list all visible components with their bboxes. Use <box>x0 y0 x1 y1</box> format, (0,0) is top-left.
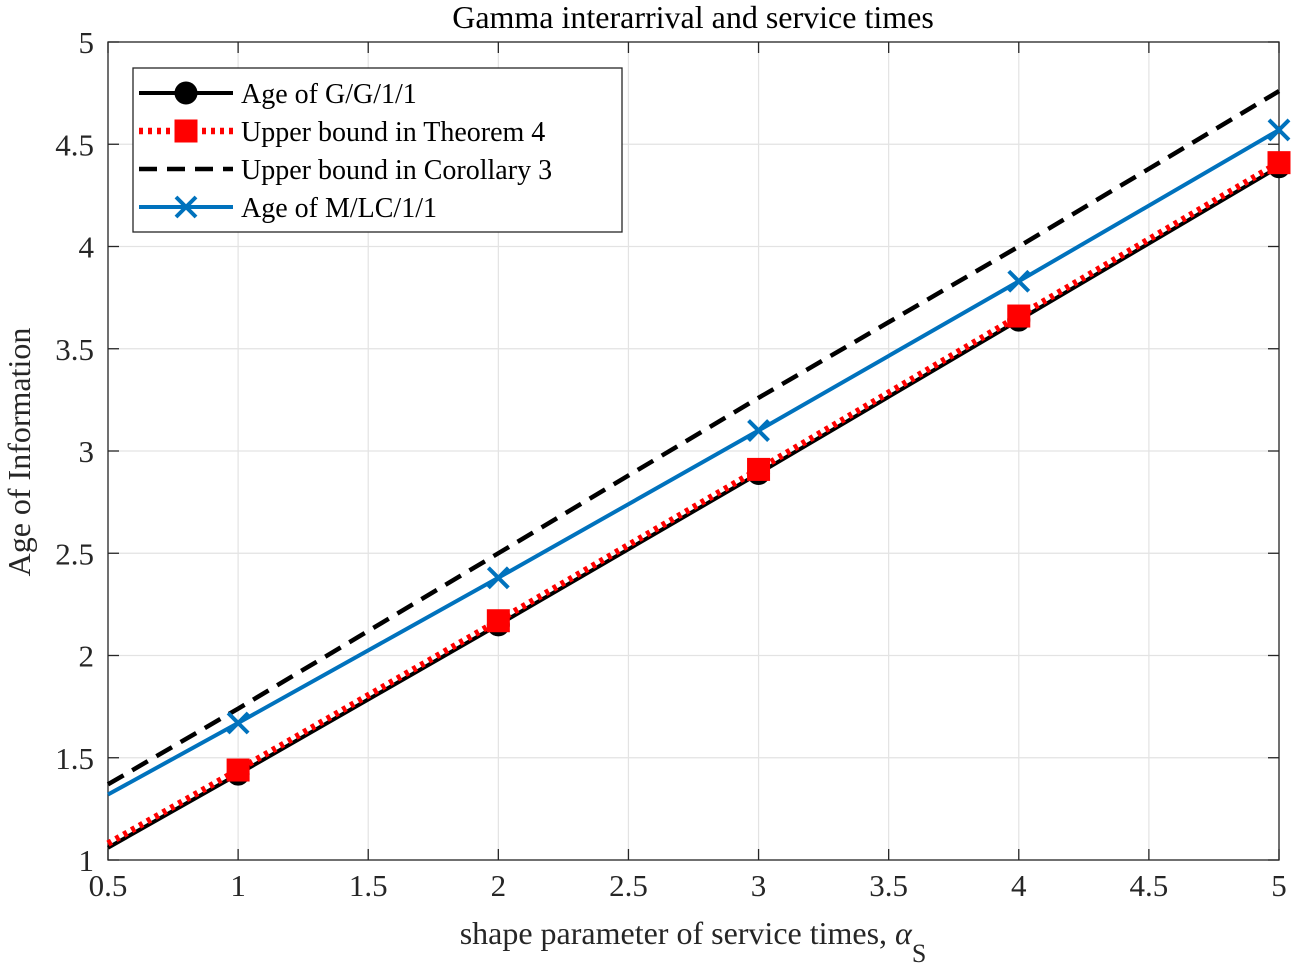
legend-label: Upper bound in Corollary 3 <box>241 155 552 186</box>
legend-label: Age of M/LC/1/1 <box>241 193 437 224</box>
data-point-stroke <box>747 419 770 442</box>
legend: Age of G/G/1/1 Upper bound in Theorem 4 Up… <box>132 67 623 233</box>
legend-entry: Upper bound in Corollary 3 <box>139 155 552 186</box>
x-axis-label-subscript: S <box>912 939 926 968</box>
legend-label: Age of G/G/1/1 <box>241 79 417 110</box>
y-tick-label: 1 <box>79 843 95 878</box>
y-tick-label: 4.5 <box>55 127 94 162</box>
chart-title: Gamma interarrival and service times <box>452 0 934 35</box>
data-point-stroke <box>1007 269 1031 293</box>
data-point <box>747 419 770 442</box>
x-tick-label: 4.5 <box>1130 868 1169 903</box>
data-point <box>226 758 250 782</box>
legend-swatch-marker <box>174 195 198 219</box>
legend-entry: Upper bound in Theorem 4 <box>139 117 545 148</box>
data-point <box>486 566 510 590</box>
data-point <box>226 711 250 735</box>
x-tick-label: 2 <box>491 868 507 903</box>
x-tick-label: 4 <box>1011 868 1027 903</box>
series-line <box>107 128 1281 797</box>
series-1 <box>106 151 1291 847</box>
x-axis-label: shape parameter of service times, αS <box>460 915 927 968</box>
x-tick-label: 5 <box>1271 868 1287 903</box>
x-axis-label-symbol: α <box>895 915 913 951</box>
y-tick-label: 3 <box>79 434 95 469</box>
data-point <box>1007 304 1031 328</box>
series-2 <box>106 89 1281 787</box>
data-point-stroke <box>226 711 250 735</box>
series-layer <box>106 89 1291 850</box>
data-point <box>1267 151 1291 175</box>
legend-swatch-marker-stroke <box>174 195 198 219</box>
y-tick-label: 1.5 <box>55 741 94 776</box>
series-line <box>106 89 1281 787</box>
data-point <box>486 609 510 633</box>
y-tick-label: 3.5 <box>55 332 94 367</box>
x-tick-label: 2.5 <box>609 868 648 903</box>
legend-swatch-marker <box>174 119 198 143</box>
legend-entry: Age of G/G/1/1 <box>139 79 417 110</box>
x-tick-label: 1.5 <box>349 868 388 903</box>
x-tick-label: 1 <box>230 868 246 903</box>
data-point <box>1267 118 1291 142</box>
x-tick-label: 0.5 <box>89 868 128 903</box>
legend-entry: Age of M/LC/1/1 <box>139 193 437 224</box>
y-tick-label: 5 <box>79 25 95 60</box>
series-3 <box>107 118 1291 797</box>
data-point-stroke <box>486 566 510 590</box>
y-tick-label: 2.5 <box>55 536 94 571</box>
series-line <box>107 165 1281 850</box>
y-tick-label: 4 <box>79 230 95 265</box>
legend-label: Upper bound in Theorem 4 <box>241 117 545 148</box>
x-tick-label: 3.5 <box>869 868 908 903</box>
axes-layer: 0.5 1 1.5 2 2.5 3 3.5 4 4.5 511.522.533.544.55 <box>55 25 1287 903</box>
y-axis-label: Age of Information <box>1 328 37 577</box>
data-point <box>747 457 771 481</box>
legend-swatch-marker <box>174 81 198 105</box>
x-axis-label-text: shape parameter of service times, <box>460 915 895 951</box>
legend-box <box>132 67 623 233</box>
data-point-stroke <box>1267 118 1291 142</box>
y-tick-label: 2 <box>79 639 95 674</box>
x-tick-label: 3 <box>751 868 767 903</box>
data-point <box>1007 269 1031 293</box>
